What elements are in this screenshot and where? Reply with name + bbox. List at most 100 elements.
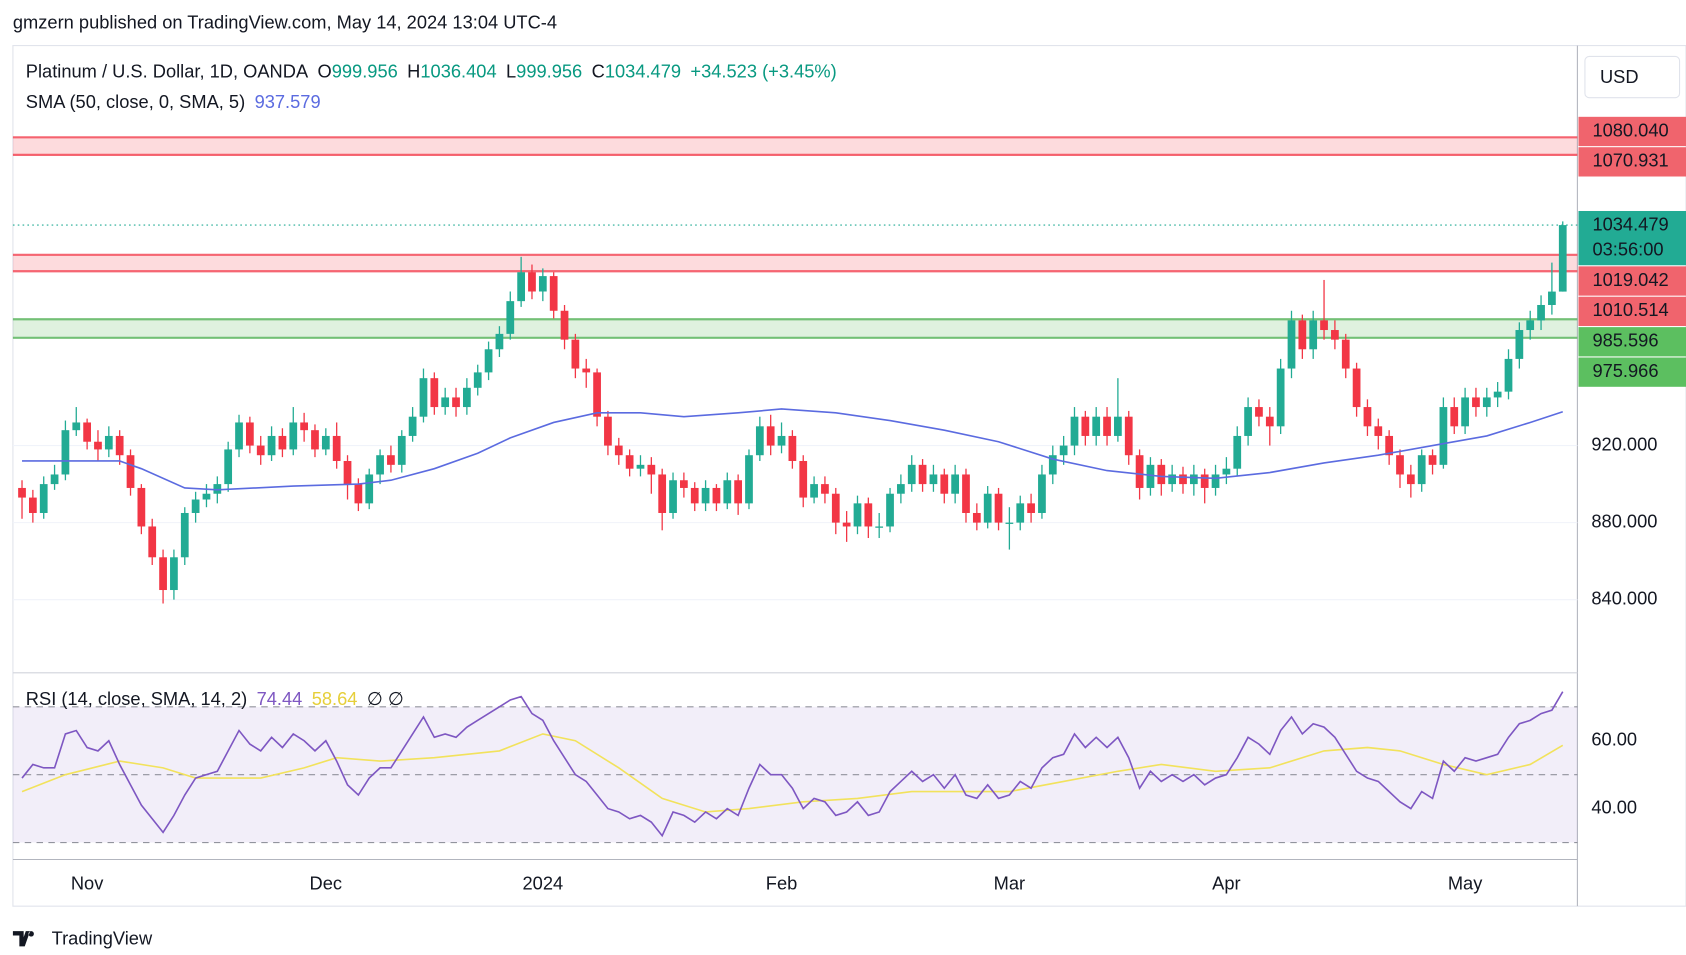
rsi-ma-line [21,733,1564,813]
candle-body [170,557,178,591]
symbol-title: Platinum / U.S. Dollar, 1D, OANDA [26,60,309,81]
rsi-legend: RSI (14, close, SMA, 14, 2) 74.44 58.64 … [26,688,404,709]
candle-body [1179,474,1187,485]
candle-body [387,455,395,465]
candle-body [1396,455,1404,475]
candle-body [495,333,504,350]
candle-body [94,441,102,450]
candle-body [354,484,363,504]
grid [12,445,1578,844]
candle-body [1005,522,1014,524]
candle-body [18,487,26,498]
candle-body [1526,320,1535,331]
candle-body [1048,455,1057,475]
candle-body [788,435,797,461]
price-tag [1578,147,1686,177]
candle-body [777,435,786,446]
candle-body [1406,474,1415,485]
candle-body [593,372,601,417]
candle-body [864,503,873,527]
candle-body [712,487,721,504]
price-tag [1578,357,1686,387]
header: gmzern published on TradingView.com, May… [13,12,557,33]
x-tick-label: May [1448,872,1483,893]
candle-body [235,422,243,450]
candle-body [636,464,645,469]
candle-body [408,416,417,436]
candle-body [213,484,222,494]
candle-body [755,426,764,456]
rsi-tick-label: 60.00 [1591,729,1637,750]
candle-body [1222,468,1231,475]
candle-body [1558,225,1567,292]
zone [12,254,1578,272]
candle-body [1504,358,1513,392]
candle-body [1103,416,1111,436]
marks [12,221,1578,838]
price-tag [1578,327,1686,357]
candle-body [1493,391,1502,398]
candle-body [1070,416,1079,446]
zones [12,136,1578,339]
candle-body [560,310,569,340]
change: +34.523 (+3.45%) [690,60,836,81]
logo-icon [12,931,34,947]
candle-body [1482,397,1491,408]
candle-body [1146,464,1155,488]
candle-body [940,474,949,494]
footer: TradingView [52,928,153,949]
candle-body [115,435,124,456]
candle-body [1135,455,1144,488]
candle-body [1298,320,1307,350]
frame [12,45,1686,907]
candle-body [897,484,905,494]
price-tag [1578,116,1686,147]
price-tag-text: 1019.042 [1592,269,1668,290]
rsi-ma-value: 58.64 [312,688,358,709]
price-tag-text: 1070.931 [1592,150,1668,171]
candle-body [625,455,634,469]
currency-box[interactable] [1584,55,1681,99]
candle-body [1320,320,1328,331]
candle-body [463,387,471,408]
candle-body [875,526,884,528]
candle-body [994,493,1003,523]
main-legend: Platinum / U.S. Dollar, 1D, OANDA O999.9… [26,60,837,81]
candle-body [1363,407,1372,427]
candle-body [1016,503,1025,523]
sma-name: SMA (50, close, 0, SMA, 5) [26,91,245,112]
candle-body [180,512,189,558]
candle-body [810,484,818,498]
candle-body [571,339,580,369]
candle-body [1461,397,1469,427]
candle-body [680,480,688,488]
candle-body [1168,474,1177,485]
candle-body [202,493,211,500]
zone [12,137,1578,155]
candle-body [72,422,81,431]
footer-logo: TradingView [12,928,153,949]
candle-body [1038,474,1046,513]
candle-body [1331,330,1339,340]
currency[interactable]: USD [1600,66,1639,87]
y-tick-label: 880.000 [1591,510,1657,531]
x-tick-label: Feb [766,872,797,893]
candle-body [1352,368,1361,408]
candle-body [1244,407,1252,436]
candle-body [430,378,439,408]
candle-body [311,430,319,450]
ohlc-letter: C [592,60,605,81]
candle-body [853,503,862,527]
sma-value: 937.579 [255,91,321,112]
candle-body [104,435,113,450]
labels: Nov Dec 2024 Feb Mar Apr May 840.000 880.000 920.… [71,116,1686,893]
candle-body [929,474,938,485]
candle-body [842,522,851,527]
candle-body [278,435,287,450]
candle-body [267,435,276,456]
rsi-line [21,691,1564,838]
candle-body [1287,320,1296,369]
candle-body [1548,291,1556,305]
